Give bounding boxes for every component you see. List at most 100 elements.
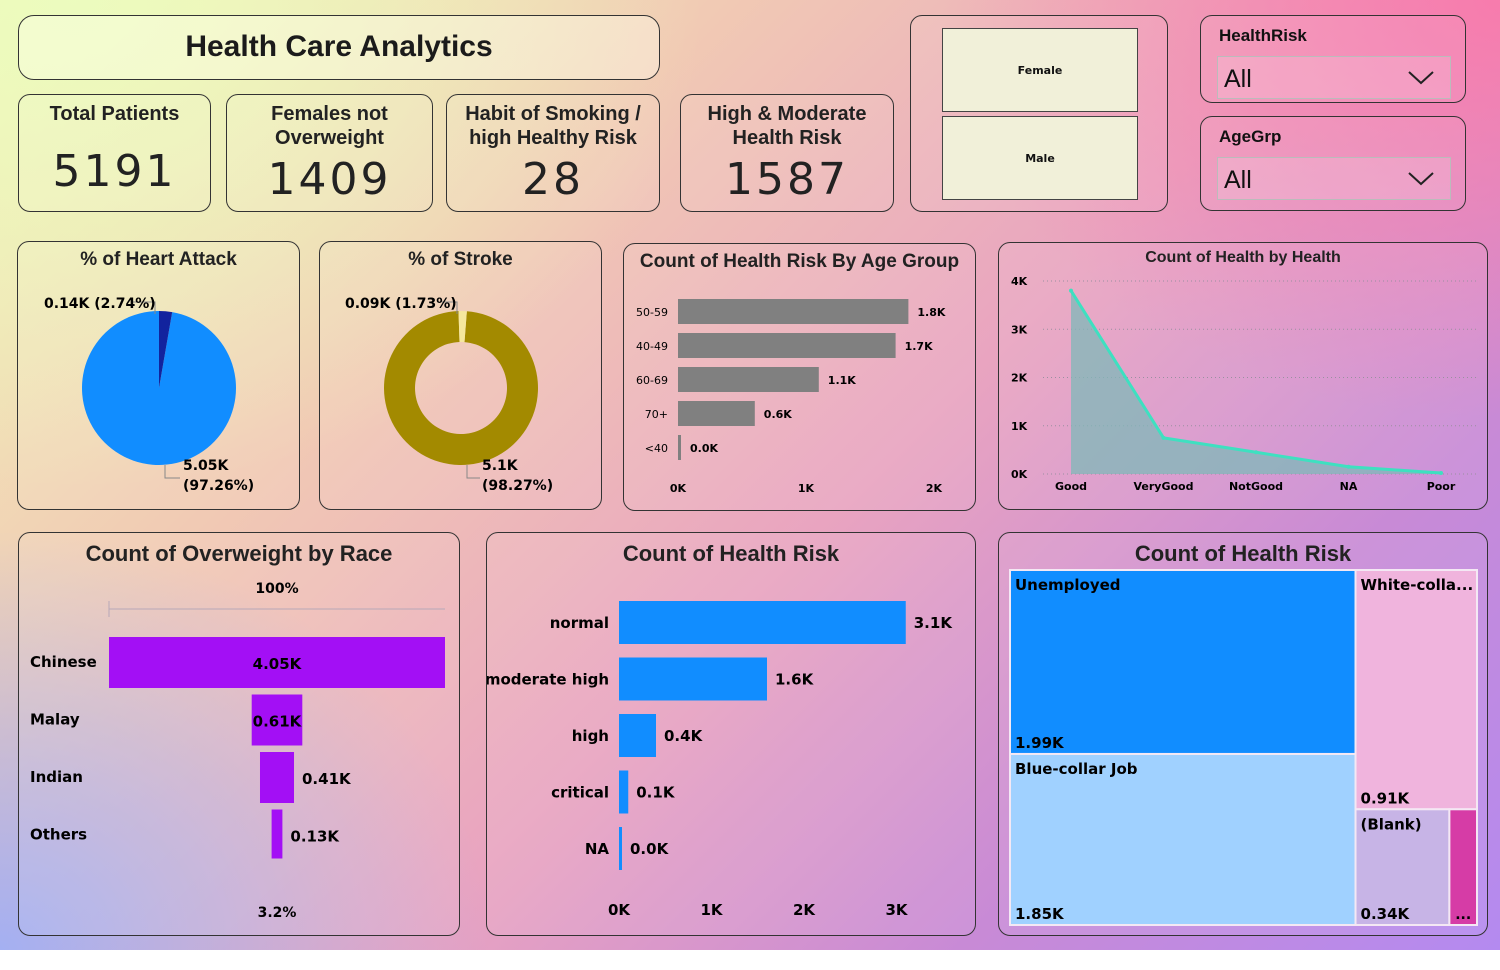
heart-attack-chart: % of Heart Attack 0.14K (2.74%) 5.05K (9… [17, 241, 300, 510]
funnel-bar-indian[interactable] [259, 752, 295, 803]
pie-slice-yes[interactable] [159, 311, 173, 388]
health-by-health-chart: Count of Health by Health 0K 1K 2K 3K 4K Good… [998, 242, 1488, 510]
treemap-tile-3[interactable] [1354, 808, 1451, 926]
donut-label-yes: 0.09K (1.73%) [345, 296, 457, 312]
donut-slice-yes[interactable] [458, 311, 467, 343]
funnel-category-label: Others [30, 826, 87, 844]
dropdown-value: All [1224, 166, 1252, 194]
chart-title: Count of Health Risk By Age Group [639, 251, 960, 272]
kpi-label: High & Moderate Health Risk [707, 103, 867, 149]
x-tick-label: 1K [798, 482, 815, 495]
donut-slice-no[interactable] [384, 311, 538, 465]
treemap-category: Blue-collar Job [1015, 760, 1138, 778]
kpi-total-patients: Total Patients 5191 [18, 94, 211, 212]
treemap-value: 1.99K [1015, 734, 1065, 752]
pie-label-yes: 0.14K (2.74%) [44, 296, 156, 312]
treemap-category: Unemployed [1015, 576, 1121, 594]
y-tick-label: critical [551, 784, 609, 802]
treemap-value: 0.34K [1361, 905, 1411, 923]
data-label: 0.4K [664, 727, 704, 745]
healthrisk-dropdown[interactable]: All [1217, 56, 1451, 99]
x-tick-label: VeryGood [1134, 480, 1194, 493]
bar-70+[interactable] [678, 401, 755, 426]
dropdown-value: All [1224, 65, 1252, 93]
y-tick-label: 1K [1011, 420, 1028, 433]
donut-label-no-percent: (98.27%) [482, 478, 553, 494]
kpi-value: 5191 [52, 146, 177, 197]
treemap-tile-2[interactable] [1354, 569, 1478, 811]
kpi-label: Females not Overweight [271, 103, 388, 149]
gender-male-button[interactable]: Male [942, 116, 1138, 200]
area-fill [1071, 290, 1441, 474]
funnel-top-label: 100% [255, 581, 298, 597]
funnel-category-label: Chinese [30, 653, 97, 671]
data-label: 0.1K [636, 784, 676, 802]
treemap-category: White-colla... [1361, 576, 1474, 594]
kpi-smoking-high-risk: Habit of Smoking / high Healthy Risk 28 [446, 94, 660, 212]
bar-<40[interactable] [678, 435, 681, 460]
funnel-bar-others[interactable] [271, 809, 283, 859]
treemap-value: 1.85K [1015, 905, 1065, 923]
bar-50-59[interactable] [678, 299, 909, 324]
data-label: 1.1K [828, 374, 856, 387]
bar-high[interactable] [619, 714, 656, 757]
x-tick-label: Good [1055, 480, 1087, 493]
leader-line [442, 301, 458, 314]
x-tick-label: 0K [608, 901, 631, 919]
stroke-chart: % of Stroke 0.09K (1.73%) 5.1K (98.27%) [319, 241, 602, 510]
agegrp-dropdown[interactable]: All [1217, 157, 1451, 200]
point-VeryGood[interactable] [1161, 435, 1166, 440]
funnel-bar-chinese[interactable] [109, 637, 445, 688]
y-tick-label: 50-59 [636, 306, 668, 319]
pie-slice-no[interactable] [82, 311, 237, 465]
treemap-tile-0[interactable] [1009, 569, 1357, 755]
point-Good[interactable] [1069, 288, 1073, 293]
data-label: 0.6K [764, 408, 792, 421]
overweight-by-race-chart: Count of Overweight by Race 100% Chinese 4… [18, 532, 460, 936]
bar-normal[interactable] [619, 601, 906, 644]
healthrisk-slicer: HealthRisk All [1200, 15, 1466, 103]
risk-by-age-chart: Count of Health Risk By Age Group 50-59 1… [623, 243, 976, 511]
point-NA[interactable] [1346, 464, 1351, 469]
y-tick-label: high [572, 727, 609, 745]
risk-by-age-bars: 50-59 1.8K 40-49 1.7K 60-69 1.1K 70+ 0.6K <40 0.0… [636, 299, 946, 495]
data-label: 0.41K [302, 770, 352, 788]
health-area-plot: 0K 1K 2K 3K 4K Good VeryGood NotGood NA Poor [1011, 275, 1477, 493]
kpi-value: 1587 [725, 154, 849, 205]
treemap-overflow-label: ... [1455, 907, 1471, 923]
chevron-down-icon [1408, 172, 1434, 186]
x-tick-label: NotGood [1229, 480, 1283, 493]
slicer-title: HealthRisk [1219, 26, 1307, 45]
pie-label-no-value: 5.05K [183, 458, 230, 474]
chevron-down-icon [1408, 71, 1434, 85]
treemap-value: 0.91K [1361, 789, 1411, 807]
y-tick-label: moderate high [487, 671, 609, 689]
treemap-tile-1[interactable] [1009, 752, 1357, 926]
chart-title: Count of Health Risk [622, 541, 840, 566]
bar-NA[interactable] [619, 827, 622, 870]
bar-critical[interactable] [619, 770, 629, 814]
gender-female-button[interactable]: Female [942, 28, 1138, 112]
y-tick-label: 0K [1011, 468, 1028, 481]
funnel-bar-malay[interactable] [251, 694, 303, 746]
kpi-label: Habit of Smoking / high Healthy Risk [465, 103, 641, 149]
treemap-tile-4[interactable] [1448, 808, 1478, 926]
bar-moderate-high[interactable] [619, 657, 767, 701]
chart-title: Count of Health by Health [1145, 249, 1341, 266]
point-Poor[interactable] [1439, 471, 1443, 476]
leader-line [131, 301, 156, 314]
y-tick-label: 2K [1011, 372, 1028, 385]
funnel-category-label: Indian [30, 768, 83, 786]
point-NotGood[interactable] [1254, 450, 1258, 455]
bar-60-69[interactable] [678, 367, 819, 392]
agegrp-slicer: AgeGrp All [1200, 116, 1466, 211]
bar-40-49[interactable] [678, 333, 896, 358]
kpi-high-moderate-risk: High & Moderate Health Risk 1587 [680, 94, 894, 212]
leader-line [466, 465, 480, 479]
kpi-label: Total Patients [49, 103, 180, 125]
x-tick-label: NA [1340, 480, 1358, 493]
y-tick-label: 60-69 [636, 374, 668, 387]
health-risk-count-chart: Count of Health Risk normal 3.1K moderate … [486, 532, 976, 936]
x-tick-label: 2K [793, 901, 816, 919]
chart-title: Count of Health Risk [1134, 541, 1352, 566]
